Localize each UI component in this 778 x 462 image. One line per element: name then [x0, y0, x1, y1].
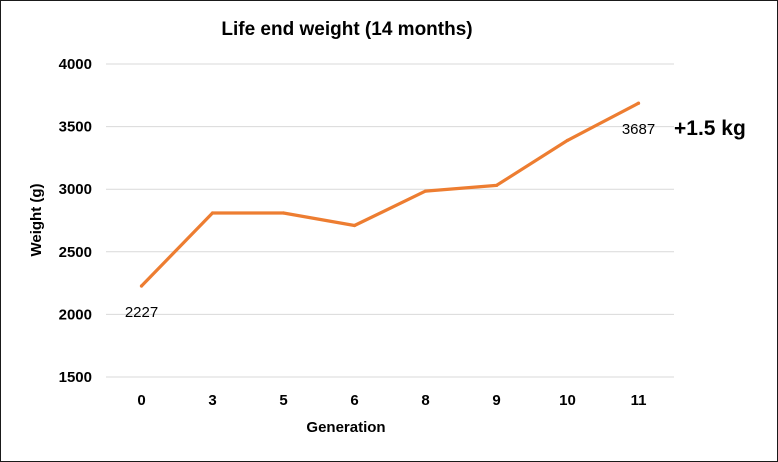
x-tick-label: 5 — [279, 392, 287, 409]
gridlines — [106, 63, 674, 378]
y-tick-labels: 1500 2000 2500 3000 3500 4000 — [59, 56, 92, 386]
x-tick-label: 9 — [492, 392, 500, 409]
series-line — [139, 101, 641, 288]
y-tick-label: 1500 — [59, 369, 92, 386]
x-tick-label: 0 — [137, 392, 145, 409]
x-tick-label: 6 — [350, 392, 358, 409]
data-label: 2227 — [125, 304, 158, 321]
data-label: 3687 — [622, 121, 655, 138]
x-axis-title: Generation — [306, 419, 385, 436]
data-labels: 2227 3687 — [125, 121, 655, 321]
data-point — [494, 183, 499, 188]
y-tick-label: 4000 — [59, 56, 92, 73]
data-point — [565, 138, 570, 142]
x-tick-label: 10 — [559, 392, 576, 409]
y-tick-label: 3000 — [59, 181, 92, 198]
data-point — [210, 211, 215, 215]
data-point — [636, 101, 641, 105]
x-tick-label: 8 — [421, 392, 429, 409]
data-point — [352, 223, 357, 228]
series-layer — [139, 101, 641, 288]
y-axis-title: Weight (g) — [28, 183, 45, 256]
data-point — [139, 284, 144, 288]
x-tick-labels: 0 3 5 6 8 9 10 11 — [137, 392, 646, 409]
y-tick-label: 3500 — [59, 119, 92, 136]
weight-gain-annotation: +1.5 kg — [674, 117, 746, 140]
data-point — [281, 211, 286, 215]
x-tick-label: 3 — [208, 392, 216, 409]
y-tick-label: 2000 — [59, 306, 92, 323]
data-point — [423, 189, 428, 193]
y-tick-label: 2500 — [59, 244, 92, 261]
chart-title: Life end weight (14 months) — [221, 19, 472, 40]
x-tick-label: 11 — [631, 392, 647, 409]
